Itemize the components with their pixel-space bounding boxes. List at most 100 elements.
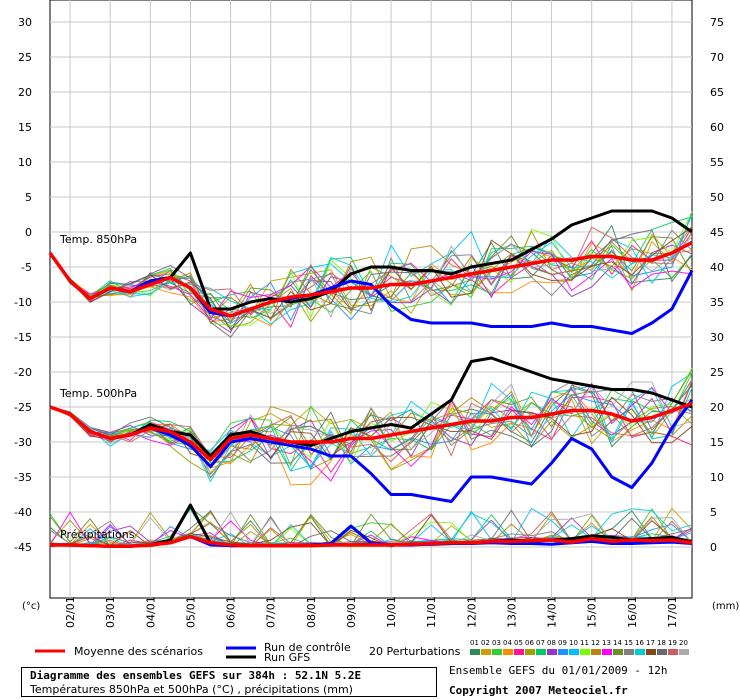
perturbation-swatch-20 [679,649,689,655]
left-tick-label: -15 [14,331,32,344]
perturbation-number-05: 05 [514,639,523,647]
perturbation-18-t850 [49,229,693,338]
perturbation-13-t500 [49,382,693,482]
x-tick-label: 17/01 [666,596,679,628]
perturbation-swatch-13 [602,649,612,655]
perturbation-number-04: 04 [503,639,512,647]
perturbation-number-01: 01 [470,639,479,647]
right-tick-label: 35 [710,296,724,309]
right-tick-label: 40 [710,261,724,274]
perturbation-swatch-18 [657,649,667,655]
perturbation-number-17: 17 [646,639,655,647]
perturbation-swatches: 01 02 03 04 05 06 07 08 09 10 11 12 13 14 15 16 17 18 19 20 [470,639,689,655]
plot-frame [49,0,693,599]
info-title: Diagramme des ensembles GEFS sur 384h : … [30,669,362,682]
right-tick-label: 25 [710,366,724,379]
right-tick-label: 10 [710,471,724,484]
perturbation-swatch-04 [503,649,513,655]
right-tick-label: 20 [710,401,724,414]
perturbation-number-11: 11 [580,639,589,647]
perturbation-number-19: 19 [668,639,677,647]
label-precip: Précipitations [60,528,135,541]
perturbation-16-t850 [49,215,693,325]
left-tick-label: 10 [18,156,32,169]
perturbation-number-08: 08 [547,639,556,647]
perturbation-swatch-11 [580,649,590,655]
perturbation-swatch-05 [514,649,524,655]
x-tick-label: 15/01 [586,596,599,628]
perturbation-15-t850 [49,229,693,324]
perturbation-18-t500 [49,384,693,479]
perturbation-swatch-02 [481,649,491,655]
perturbation-swatch-12 [591,649,601,655]
perturbation-number-10: 10 [569,639,578,647]
perturbation-20-t850 [49,236,693,318]
perturbation-number-16: 16 [635,639,644,647]
main-series-lines [48,209,694,549]
perturbation-swatch-06 [525,649,535,655]
left-tick-label: -25 [14,401,32,414]
x-tick-label: 04/01 [144,596,157,628]
left-tick-label: 0 [25,226,32,239]
perturbation-number-14: 14 [613,639,622,647]
legend-mean-label: Moyenne des scénarios [74,645,203,658]
ensemble-run-info: Ensemble GEFS du 01/01/2009 - 12h [449,664,668,677]
perturbation-swatch-07 [536,649,546,655]
x-tick-label: 12/01 [465,596,478,628]
perturbation-number-18: 18 [657,639,666,647]
perturbation-number-06: 06 [525,639,534,647]
x-tick-label: 05/01 [184,596,197,628]
info-box: Diagramme des ensembles GEFS sur 384h : … [21,667,437,697]
legend-gfs-label: Run GFS [264,651,310,664]
perturbation-number-12: 12 [591,639,600,647]
left-tick-label: 5 [25,191,32,204]
gfs-line-t500 [49,356,693,458]
left-tick-label: -45 [14,541,32,554]
left-tick-label: 25 [18,51,32,64]
right-tick-label: 45 [710,226,724,239]
legend: Moyenne des scénarios Run de contrôle Ru… [35,639,689,664]
mean-line-t500 [49,401,693,462]
right-tick-label: 15 [710,436,724,449]
perturbation-swatch-19 [668,649,678,655]
right-tick-label: 5 [710,506,717,519]
label-t850: Temp. 850hPa [59,233,137,246]
left-tick-label: 30 [18,16,32,29]
perturbation-14-t500 [49,370,693,475]
label-t500: Temp. 500hPa [59,387,137,400]
left-tick-label: 15 [18,121,32,134]
legend-control-label: Run de contrôle [264,641,351,654]
right-tick-label: 30 [710,331,724,344]
right-tick-label: 55 [710,156,724,169]
mean-line-precip [50,534,693,549]
x-axis-ticks: 02/01 03/01 04/01 05/01 06/01 07/01 08/01 09/01… [64,596,679,628]
left-tick-label: -10 [14,296,32,309]
perturbation-swatch-16 [635,649,645,655]
left-tick-label: -35 [14,471,32,484]
x-tick-label: 13/01 [505,596,518,628]
x-tick-label: 14/01 [546,596,559,628]
x-tick-label: 09/01 [345,596,358,628]
left-tick-label: -40 [14,506,32,519]
perturbation-number-15: 15 [624,639,633,647]
left-tick-label: 20 [18,86,32,99]
x-tick-label: 16/01 [626,596,639,628]
left-axis-ticks: 30 25 20 15 10 5 0 -5 -10 -15 -20 -25 -30 -35 -40 -45 [14,16,32,554]
info-subtitle: Températures 850hPa et 500hPa (°C) , pré… [30,683,353,696]
right-tick-label: 60 [710,121,724,134]
perturbation-swatch-10 [569,649,579,655]
mean-line-t850 [48,240,693,318]
copyright: Copyright 2007 Meteociel.fr [449,684,628,697]
control-line-t850 [48,252,694,335]
perturbation-swatch-17 [646,649,656,655]
perturbation-number-13: 13 [602,639,611,647]
perturbation-20-t500 [49,381,693,474]
left-axis-unit: (°c) [22,601,40,612]
x-tick-label: 08/01 [305,596,318,628]
perturbation-swatch-01 [470,649,480,655]
perturbation-number-20: 20 [679,639,688,647]
perturbation-03-t500 [49,372,693,467]
right-tick-label: 50 [710,191,724,204]
